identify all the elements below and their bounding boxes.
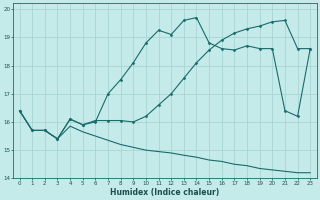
X-axis label: Humidex (Indice chaleur): Humidex (Indice chaleur)	[110, 188, 220, 197]
